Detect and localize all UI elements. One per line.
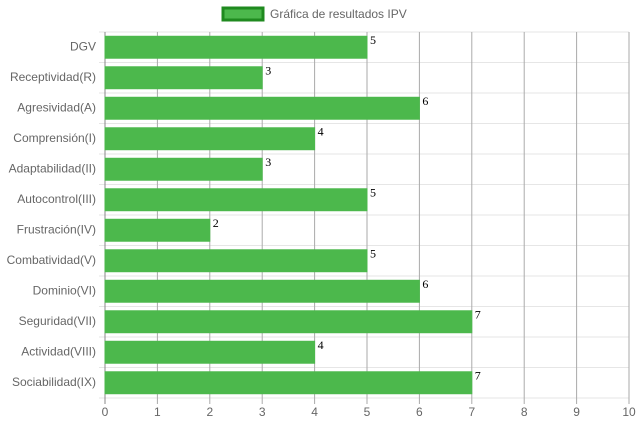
bar	[104, 218, 211, 242]
data-label: 6	[422, 277, 428, 291]
x-tick-label: 0	[102, 405, 109, 419]
data-label: 2	[213, 216, 219, 230]
bar	[104, 249, 368, 273]
data-label: 5	[370, 247, 376, 261]
bar	[104, 127, 316, 151]
data-label: 5	[370, 33, 376, 47]
data-label: 5	[370, 186, 376, 200]
bar	[104, 310, 473, 334]
bar	[104, 35, 368, 59]
data-label: 3	[265, 155, 271, 169]
x-tick-label: 1	[154, 405, 161, 419]
y-tick-label: Adaptabilidad(II)	[9, 161, 96, 175]
x-tick-label: 7	[468, 405, 475, 419]
legend-label: Gráfica de resultados IPV	[270, 7, 407, 21]
y-tick-label: Dominio(VI)	[33, 283, 96, 297]
x-tick-label: 4	[311, 405, 318, 419]
x-tick-label: 2	[206, 405, 213, 419]
y-tick-label: Frustración(IV)	[17, 222, 96, 236]
data-label: 3	[265, 64, 271, 78]
y-tick-label: Autocontrol(III)	[17, 192, 96, 206]
y-tick-label: DGV	[70, 39, 96, 53]
y-tick-label: Seguridad(VII)	[19, 314, 96, 328]
bar	[104, 157, 263, 181]
data-label: 6	[422, 94, 428, 108]
x-tick-label: 6	[416, 405, 423, 419]
legend-swatch	[221, 6, 265, 22]
y-tick-label: Receptividad(R)	[10, 70, 96, 84]
bar	[104, 66, 263, 90]
x-tick-label: 5	[364, 405, 371, 419]
y-tick-label: Combatividad(V)	[7, 253, 96, 267]
data-label: 4	[318, 338, 324, 352]
data-label: 4	[318, 125, 324, 139]
bar	[104, 188, 368, 212]
bar	[104, 371, 473, 395]
bar	[104, 96, 420, 120]
y-tick-label: Actividad(VIII)	[21, 344, 96, 358]
x-tick-label: 10	[622, 405, 636, 419]
y-tick-label: Comprensión(I)	[13, 131, 96, 145]
x-tick-label: 9	[573, 405, 580, 419]
data-label: 7	[475, 369, 481, 383]
x-tick-label: 8	[521, 405, 528, 419]
y-tick-label: Sociabilidad(IX)	[12, 375, 96, 389]
data-label: 7	[475, 308, 481, 322]
y-tick-label: Agresividad(A)	[17, 100, 96, 114]
x-tick-label: 3	[259, 405, 266, 419]
bar	[104, 340, 316, 364]
bar	[104, 279, 420, 303]
